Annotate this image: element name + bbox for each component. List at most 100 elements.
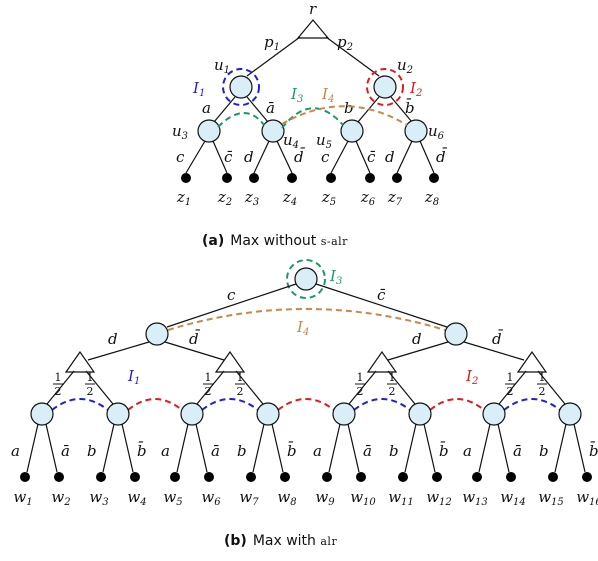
chance-prob: 12 (537, 371, 547, 398)
info-set-arc (127, 398, 183, 411)
info-label-I1: I1 (192, 79, 205, 99)
leaf-z6 (365, 173, 375, 183)
edge-label-p1: p1 (264, 33, 280, 53)
chance-node-3 (366, 350, 398, 373)
info-set-arc (277, 398, 335, 411)
leaf (582, 472, 592, 482)
action-label: a (463, 442, 472, 460)
edge-cbar: c̄ (377, 286, 386, 304)
node-label-u5: u5 (316, 131, 332, 151)
svg-text:1: 1 (87, 371, 94, 384)
leaf-z2 (222, 173, 232, 183)
action-d-2: d (385, 148, 395, 166)
action-c-2: c (321, 148, 330, 166)
caption-a: (a) Max without s-alr (202, 233, 348, 249)
leaf-label-z1: z1 (176, 188, 191, 208)
edge-d-1: d (108, 330, 118, 348)
leaf-label-w7: w7 (239, 488, 259, 508)
action-dbar-1: d̄ (294, 148, 305, 166)
leaf-label-z4: z4 (282, 188, 297, 208)
leaf-label-w5: w5 (163, 488, 182, 508)
leaf (246, 472, 256, 482)
info-set-arc (201, 398, 259, 411)
action-a-u1: a (202, 99, 211, 117)
decision-node (482, 402, 506, 426)
chance-node-4 (516, 350, 548, 373)
action-c-1: c (176, 148, 185, 166)
action-label: a (313, 442, 322, 460)
leaf-z7 (392, 173, 402, 183)
leaf (506, 472, 516, 482)
info-label-I1-b: I1 (127, 367, 140, 387)
leaf (170, 472, 180, 482)
node-u2 (373, 75, 397, 99)
chance-prob: 12 (85, 371, 95, 398)
chance-prob: 12 (387, 371, 397, 398)
caption-b: (b) Max with alr (224, 533, 337, 549)
leaf (356, 472, 366, 482)
action-label: ā (211, 442, 220, 460)
decision-node (408, 402, 432, 426)
action-cbar-1: c̄ (224, 148, 233, 166)
node-u5 (340, 119, 364, 143)
node-label-u4: u4 (283, 131, 299, 151)
leaf-label-w10: w10 (350, 488, 376, 508)
chance-node-2 (214, 350, 246, 373)
leaf (322, 472, 332, 482)
leaf (130, 472, 140, 482)
action-label: ā (513, 442, 522, 460)
chance-node-1 (64, 350, 96, 373)
decision-node (332, 402, 356, 426)
action-abar-u1: ā (266, 99, 275, 117)
action-label: ā (61, 442, 70, 460)
action-label: b̄ (287, 442, 297, 460)
action-dbar-2: d̄ (436, 148, 447, 166)
info-set-arc (429, 398, 485, 411)
leaf-label-w1: w1 (13, 488, 32, 508)
action-label: b (237, 442, 247, 460)
svg-text:2: 2 (389, 385, 396, 398)
info-set-I2 (366, 68, 404, 106)
leaf (280, 472, 290, 482)
leaf-label-z7: z7 (387, 188, 403, 208)
edge-c: c (227, 286, 236, 304)
info-set-I4 (281, 105, 408, 126)
panel-a: r p1 p2 u1 u2 a ā b b̄ u3 u4 u5 u6 (172, 0, 447, 249)
action-label: b (389, 442, 399, 460)
leaf-z3 (249, 173, 259, 183)
node-label-u2: u2 (397, 56, 413, 76)
leaf-label-w8: w8 (277, 488, 296, 508)
leaf-label-w2: w2 (51, 488, 70, 508)
node-cbar (444, 322, 468, 346)
chance-prob: 12 (505, 371, 515, 398)
leaf (204, 472, 214, 482)
node-label-u6: u6 (428, 122, 445, 142)
svg-text:1: 1 (357, 371, 364, 384)
leaf (96, 472, 106, 482)
info-set-arc (353, 398, 411, 411)
info-set-I4-b (167, 308, 446, 331)
info-label-I3: I3 (290, 85, 303, 105)
info-set-I1 (222, 68, 260, 106)
leaf (472, 472, 482, 482)
decision-node (30, 402, 54, 426)
info-set-arc (503, 398, 561, 411)
action-label: b (539, 442, 549, 460)
node-root-b (294, 267, 318, 291)
action-b-u2: b (344, 99, 354, 117)
chance-prob: 12 (235, 371, 245, 398)
info-label-I3-b: I3 (329, 267, 342, 287)
leaf-label-w12: w12 (426, 488, 452, 508)
edge-dbar-2: d̄ (492, 330, 503, 348)
leaf-label-w15: w15 (538, 488, 564, 508)
leaf-label-w4: w4 (127, 488, 146, 508)
decision-node (558, 402, 582, 426)
chance-prob: 12 (53, 371, 63, 398)
leaf-label-w16: w16 (576, 488, 598, 508)
svg-text:2: 2 (507, 385, 514, 398)
leaf-label-w11: w11 (388, 488, 414, 508)
action-bbar-u2: b̄ (405, 99, 415, 117)
